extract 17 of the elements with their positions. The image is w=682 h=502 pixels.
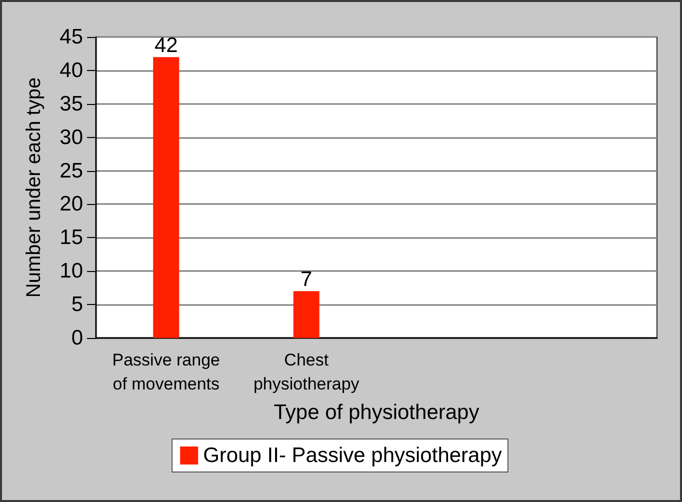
y-tick-label: 20 [60, 192, 83, 216]
y-tick-label: 30 [60, 126, 83, 149]
data-label: 7 [300, 268, 312, 292]
x-tick-label: Passive range of movements [112, 350, 220, 394]
x-axis-title: Type of physiotherapy [274, 401, 480, 424]
y-tick-label: 45 [60, 26, 83, 48]
y-axis-title: Number under each type [23, 77, 45, 298]
legend-label: Group II- Passive physiotherapy [203, 444, 502, 467]
x-tick-label: Chest physiotherapy [253, 350, 360, 394]
y-tick-label: 40 [60, 58, 83, 82]
data-label: 42 [154, 34, 178, 58]
y-tick-label: 35 [60, 92, 83, 116]
y-tick-label: 10 [60, 260, 83, 283]
y-tick-label: 15 [60, 226, 83, 250]
y-tick-label: 0 [71, 326, 83, 350]
y-tick-label: 5 [71, 293, 83, 316]
y-tick-label: 25 [60, 159, 83, 182]
